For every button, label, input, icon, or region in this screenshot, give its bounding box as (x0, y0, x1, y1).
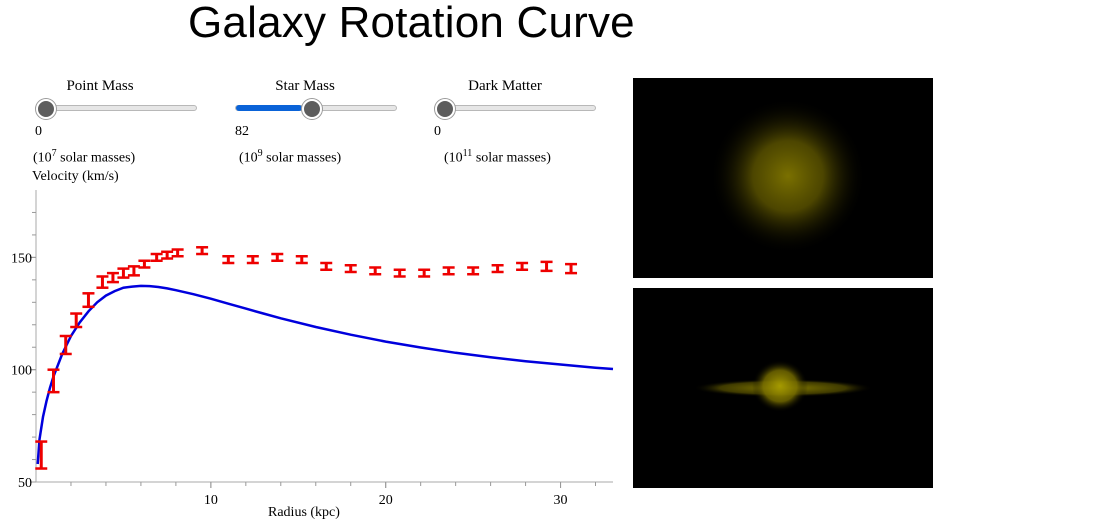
y-axis-label: Velocity (km/s) (32, 169, 119, 184)
observed-data-layer (35, 246, 578, 470)
observed-point (344, 263, 357, 274)
y-tick-label: 50 (18, 476, 32, 491)
point-mass-slider-thumb[interactable] (36, 99, 56, 119)
observed-point (150, 252, 163, 263)
point-mass-slider[interactable] (35, 99, 197, 119)
point-mass-unit: (107 solar masses) (33, 148, 136, 166)
star-mass-slider[interactable] (235, 99, 397, 119)
observed-point (117, 267, 130, 279)
observed-point (47, 368, 60, 394)
dark-matter-label: Dark Matter (468, 78, 542, 94)
observed-point (138, 259, 151, 269)
observed-point (565, 262, 578, 275)
observed-point (271, 252, 284, 263)
page-title: Galaxy Rotation Curve (188, 0, 635, 47)
y-tick-label: 150 (11, 251, 32, 266)
star-mass-unit: (109 solar masses) (239, 148, 342, 166)
observed-point (418, 268, 431, 278)
observed-point (393, 268, 406, 278)
dark-matter-slider-thumb[interactable] (435, 99, 455, 119)
galaxy-face-on-image (710, 98, 866, 254)
star-mass-slider-fill (236, 105, 302, 111)
x-tick-label: 20 (379, 493, 393, 508)
point-mass-value: 0 (35, 124, 42, 139)
observed-point (540, 260, 553, 273)
galaxy-face-on-view (633, 78, 933, 278)
model-curve-layer (36, 284, 614, 465)
galaxy-bulge-glow (710, 98, 866, 254)
galaxy-edge-on-image (693, 360, 873, 412)
star-mass-label: Star Mass (275, 78, 335, 94)
observed-point (70, 312, 83, 329)
galaxy-bulge (752, 360, 808, 412)
observed-point (82, 292, 95, 309)
observed-point (222, 255, 235, 265)
observed-point (196, 246, 209, 256)
x-tick-label: 30 (554, 493, 568, 508)
star-mass-slider-thumb[interactable] (301, 99, 322, 119)
observed-point (59, 334, 72, 356)
dark-matter-unit: (1011 solar masses) (444, 148, 551, 166)
observed-point (516, 261, 529, 271)
observed-point (442, 266, 455, 276)
observed-point (35, 440, 48, 470)
observed-point (467, 266, 480, 276)
star-mass-value: 82 (235, 124, 249, 139)
observed-point (96, 275, 109, 289)
model-curve-line (36, 284, 614, 465)
observed-point (369, 266, 382, 276)
observed-point (171, 248, 184, 258)
dark-matter-slider[interactable] (434, 99, 596, 119)
observed-point (246, 255, 259, 265)
galaxy-edge-on-view (633, 288, 933, 488)
x-tick-label: 10 (204, 493, 218, 508)
observed-point (106, 271, 119, 284)
y-tick-label: 100 (11, 364, 32, 379)
rotation-curve-chart: 10 20 30 50 100 150 (11, 190, 614, 508)
observed-point (491, 263, 504, 274)
chart-axes: 10 20 30 50 100 150 (11, 190, 613, 508)
dark-matter-value: 0 (434, 124, 441, 139)
observed-point (320, 261, 333, 271)
observed-point (127, 265, 140, 277)
observed-point (161, 250, 174, 260)
point-mass-label: Point Mass (66, 78, 134, 94)
observed-point (295, 255, 308, 265)
